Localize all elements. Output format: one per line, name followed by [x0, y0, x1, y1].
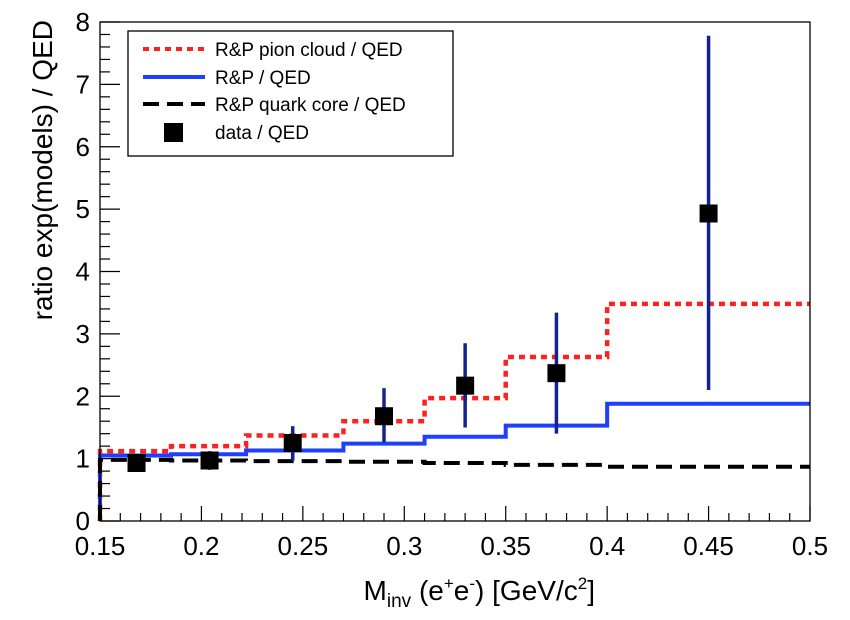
data-point — [699, 204, 718, 223]
x-axis-title: Minv (e+e-) [GeV/c2] — [364, 574, 595, 612]
x-tick-label: 0.4 — [589, 531, 625, 561]
legend-label-rp: R&P / QED — [215, 68, 311, 89]
y-tick-label: 5 — [76, 194, 90, 224]
x-tick-label: 0.2 — [183, 531, 219, 561]
y-tick-label: 0 — [76, 506, 90, 536]
series-layer — [97, 301, 810, 521]
axes-layer: 0.15 0.2 0.25 0.3 0.35 0.4 0.45 0.5 0 1 2 3 4 5 6 7 8 — [75, 7, 828, 561]
y-axis-title: ratio exp(models) / QED — [27, 20, 58, 320]
x-tick-label: 0.15 — [75, 531, 126, 561]
legend: R&P pion cloud / QED R&P / QED R&P quark… — [127, 30, 454, 157]
legend-swatch-data — [164, 123, 183, 142]
legend-label-quark-core: R&P quark core / QED — [215, 95, 406, 116]
y-tick-label: 8 — [76, 7, 90, 37]
legend-label-pion-cloud: R&P pion cloud / QED — [215, 40, 403, 61]
legend-label-data: data / QED — [215, 123, 309, 144]
y-tick-label: 7 — [76, 69, 90, 99]
data-point — [375, 407, 393, 426]
data-point — [547, 364, 566, 383]
data-layer — [127, 35, 718, 472]
series-line-dotted — [97, 301, 810, 521]
y-tick-label: 3 — [76, 319, 90, 349]
y-tick-label: 6 — [76, 132, 90, 162]
data-point — [200, 451, 219, 470]
x-tick-label: 0.35 — [480, 531, 531, 561]
x-tick-label: 0.5 — [792, 531, 828, 561]
x-tick-label: 0.45 — [683, 531, 734, 561]
y-tick-label: 1 — [76, 444, 90, 474]
series-line-solid — [98, 401, 810, 521]
data-point — [456, 376, 475, 395]
series-line-dashed — [98, 457, 810, 521]
y-tick-label: 2 — [76, 381, 90, 411]
x-tick-label: 0.3 — [386, 531, 422, 561]
data-point — [127, 453, 146, 472]
x-tick-label: 0.25 — [278, 531, 329, 561]
data-point — [283, 434, 302, 453]
y-tick-label: 4 — [76, 257, 90, 287]
